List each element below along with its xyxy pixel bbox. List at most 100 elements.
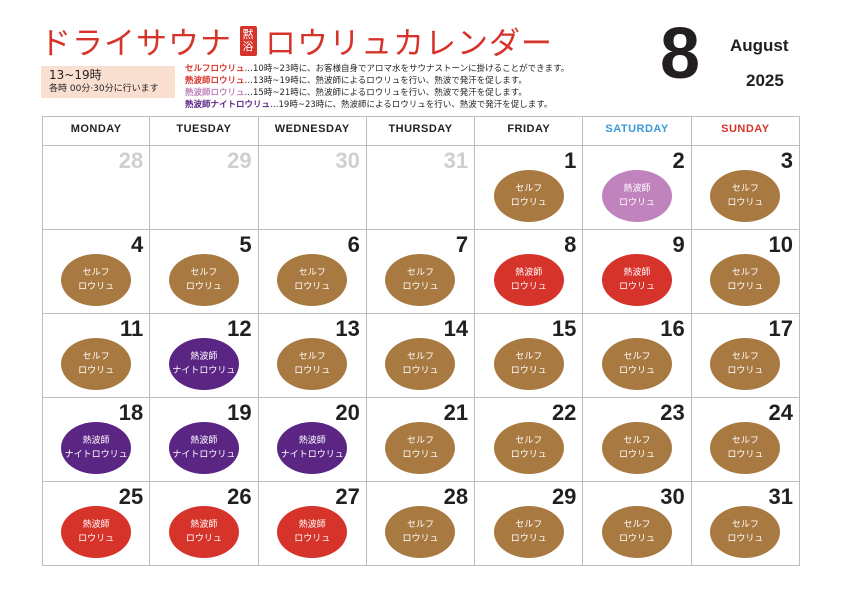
event-line-2: ロウリュ xyxy=(510,198,547,208)
event-oval-heat: 熱波師 ロウリュ xyxy=(493,254,564,306)
event-oval-self: セルフ ロウリュ xyxy=(710,170,781,222)
day-number: 5 xyxy=(239,232,252,257)
event-oval-self: セルフ ロウリュ xyxy=(385,254,456,306)
day-number: 14 xyxy=(443,316,469,341)
day-cell: 4 セルフ ロウリュ xyxy=(42,230,151,314)
event-oval-self: セルフ ロウリュ xyxy=(493,170,564,222)
day-cell: 17 セルフ ロウリュ xyxy=(691,314,800,398)
event-oval-self: セルフ ロウリュ xyxy=(385,338,456,390)
event-line-1: セルフ xyxy=(190,268,218,278)
event-line-1: セルフ xyxy=(623,352,651,362)
event-line-1: セルフ xyxy=(298,352,326,362)
day-cell: 30 セルフ ロウリュ xyxy=(583,482,692,566)
day-cell: 30 xyxy=(258,146,367,230)
day-cell: 23 セルフ ロウリュ xyxy=(583,398,692,482)
event-line-2: ロウリュ xyxy=(619,282,656,292)
day-number: 25 xyxy=(118,484,144,509)
day-number: 11 xyxy=(120,316,144,341)
event-line-1: セルフ xyxy=(406,520,434,530)
year: 2025 xyxy=(746,71,784,90)
day-number: 16 xyxy=(660,316,685,341)
weekday-tuesday: TUESDAY xyxy=(150,117,259,145)
event-line-2: ロウリュ xyxy=(185,534,222,544)
hours-box: 13~19時 各時 00分·30分に行います xyxy=(41,66,175,98)
event-line-1: 熱波師 xyxy=(298,436,326,446)
event-line-1: セルフ xyxy=(298,268,326,278)
event-line-1: 熱波師 xyxy=(82,436,110,446)
weekday-thursday: THURSDAY xyxy=(367,117,476,145)
event-line-1: セルフ xyxy=(82,268,110,278)
title-right: ロウリュカレンダー xyxy=(265,26,553,62)
day-cell: 14 セルフ ロウリュ xyxy=(366,314,476,398)
day-cell: 31 セルフ ロウリュ xyxy=(691,482,800,566)
calendar-grid: MONDAY TUESDAY WEDNESDAY THURSDAY FRIDAY SATU… xyxy=(42,116,800,566)
event-line-2: ナイトロウリュ xyxy=(172,450,236,460)
event-oval-self: セルフ ロウリュ xyxy=(602,506,673,558)
day-number: 6 xyxy=(347,232,360,257)
day-number: 23 xyxy=(660,400,685,425)
day-number: 15 xyxy=(551,316,577,341)
event-oval-self: セルフ ロウリュ xyxy=(493,338,564,390)
event-line-1: 熱波師 xyxy=(623,184,651,194)
legend-label: セルフロウリュ xyxy=(185,64,245,74)
day-cell: 3 セルフ ロウリュ xyxy=(691,146,800,230)
event-line-2: ロウリュ xyxy=(294,366,331,376)
day-number: 27 xyxy=(335,484,360,509)
day-number: 7 xyxy=(455,232,469,257)
event-line-1: セルフ xyxy=(82,352,110,362)
silent-bath-badge: 黙 浴 xyxy=(240,25,257,56)
event-line-1: 熱波師 xyxy=(298,520,326,530)
event-oval-self: セルフ ロウリュ xyxy=(61,338,132,390)
event-line-2: ロウリュ xyxy=(402,450,439,460)
event-line-1: 熱波師 xyxy=(190,520,218,530)
event-line-2: ロウリュ xyxy=(619,534,656,544)
event-oval-self: セルフ ロウリュ xyxy=(493,506,564,558)
day-number: 4 xyxy=(131,232,144,257)
day-cell: 28 セルフ ロウリュ xyxy=(366,482,476,566)
event-oval-night: 熱波師 ナイトロウリュ xyxy=(168,338,239,390)
day-cell: 6 セルフ ロウリュ xyxy=(258,230,367,314)
event-oval-self: セルフ ロウリュ xyxy=(602,338,673,390)
day-number: 24 xyxy=(768,400,793,425)
event-oval-self: セルフ ロウリュ xyxy=(493,422,564,474)
legend-label: 熱波師ナイトロウリュ xyxy=(185,100,271,110)
legend-row: 熱波師ナイトロウリュ…19時~23時に、熱波師によるロウリュを行い、熱波で発汗を… xyxy=(185,99,569,111)
day-number: 20 xyxy=(335,400,360,425)
day-number: 31 xyxy=(443,148,469,173)
event-line-1: セルフ xyxy=(406,268,434,278)
event-line-2: ナイトロウリュ xyxy=(280,450,344,460)
day-cell: 28 xyxy=(42,146,151,230)
legend-label: 熱波師ロウリュ xyxy=(185,88,245,98)
day-number: 30 xyxy=(660,484,685,509)
day-cell: 29 セルフ ロウリュ xyxy=(475,482,584,566)
event-line-2: ロウリュ xyxy=(727,450,764,460)
day-cell: 2 熱波師 ロウリュ xyxy=(583,146,692,230)
day-number: 30 xyxy=(335,148,360,173)
day-cell: 1 セルフ ロウリュ xyxy=(475,146,584,230)
day-cell: 10 セルフ ロウリュ xyxy=(691,230,800,314)
event-line-2: ロウリュ xyxy=(727,534,764,544)
event-oval-self: セルフ ロウリュ xyxy=(710,422,781,474)
month-name: August xyxy=(730,36,789,55)
event-oval-self: セルフ ロウリュ xyxy=(602,422,673,474)
event-line-2: ロウリュ xyxy=(727,198,764,208)
legend-row: 熱波師ロウリュ…13時~19時に、熱波師によるロウリュを行い、熱波で発汗を促しま… xyxy=(185,75,569,87)
month-number: 8 xyxy=(659,14,701,94)
event-line-1: セルフ xyxy=(731,520,759,530)
event-oval-self: セルフ ロウリュ xyxy=(385,506,456,558)
day-cell: 8 熱波師 ロウリュ xyxy=(475,230,584,314)
event-oval-night: 熱波師 ナイトロウリュ xyxy=(168,422,239,474)
event-line-2: ロウリュ xyxy=(78,366,115,376)
event-line-1: セルフ xyxy=(515,184,543,194)
event-line-2: ロウリュ xyxy=(402,282,439,292)
event-oval-self: セルフ ロウリュ xyxy=(385,422,456,474)
event-line-1: セルフ xyxy=(515,352,543,362)
day-number: 22 xyxy=(551,400,577,425)
event-line-2: ロウリュ xyxy=(619,198,656,208)
day-number: 28 xyxy=(118,148,144,173)
day-number: 8 xyxy=(564,232,577,257)
day-number: 13 xyxy=(335,316,360,341)
weekday-wednesday: WEDNESDAY xyxy=(259,117,367,145)
event-line-1: セルフ xyxy=(731,268,759,278)
day-cell: 15 セルフ ロウリュ xyxy=(475,314,584,398)
